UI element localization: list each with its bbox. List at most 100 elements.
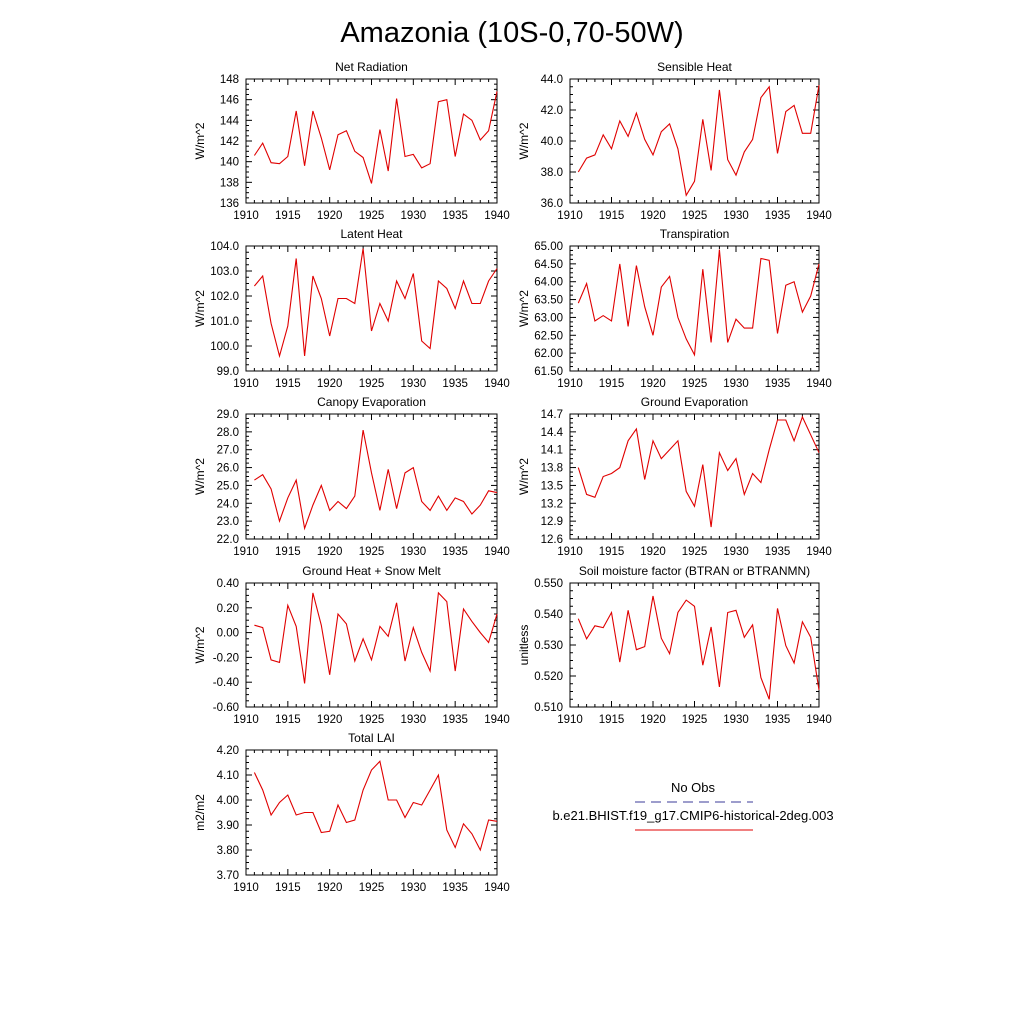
- x-tick-label: 1910: [557, 546, 583, 558]
- y-tick-label: 27.0: [217, 445, 239, 457]
- x-tick-label: 1915: [599, 378, 625, 390]
- x-tick-label: 1910: [557, 210, 583, 222]
- y-axis-label: W/m^2: [517, 122, 531, 159]
- panel-ground-heat-snow-melt: Ground Heat + Snow Melt W/m^2 1910 1915 1920…: [193, 564, 510, 726]
- x-tick-label: 1925: [359, 546, 385, 558]
- x-tick-label: 1915: [275, 378, 301, 390]
- panel-sensible-heat: Sensible Heat W/m^2 1910 1915 1920 1925 1930 19…: [517, 60, 832, 222]
- panel-soil-moisture-factor-btran-or-btranmn: Soil moisture factor (BTRAN or BTRANMN) u…: [517, 564, 832, 726]
- panel-frame: [245, 245, 498, 372]
- y-tick-label: 14.4: [541, 427, 564, 439]
- x-tick-label: 1930: [723, 546, 749, 558]
- x-tick-label: 1920: [640, 546, 666, 558]
- y-tick-label: 0.00: [217, 628, 239, 640]
- x-tick-label: 1915: [275, 882, 301, 894]
- legend: No Obs b.e21.BHIST.f19_g17.CMIP6-histori…: [552, 780, 834, 831]
- x-tick-label: 1930: [401, 714, 427, 726]
- panel-title: Transpiration: [660, 227, 730, 241]
- x-tick-label: 1935: [442, 378, 468, 390]
- x-tick-label: 1935: [765, 714, 791, 726]
- y-tick-label: 24.0: [217, 498, 239, 510]
- x-tick-label: 1910: [557, 378, 583, 390]
- y-tick-label: 142: [220, 136, 239, 148]
- x-tick-label: 1910: [233, 882, 259, 894]
- panel-title: Total LAI: [348, 731, 395, 745]
- x-tick-label: 1925: [359, 714, 385, 726]
- panel-frame: [245, 749, 498, 876]
- x-tick-label: 1935: [765, 546, 791, 558]
- series-line: [577, 85, 820, 197]
- x-tick-label: 1930: [723, 714, 749, 726]
- y-tick-label: 14.7: [541, 409, 563, 421]
- y-tick-label: 3.80: [217, 845, 239, 857]
- x-tick-label: 1920: [317, 714, 343, 726]
- x-tick-label: 1915: [275, 714, 301, 726]
- series-line: [253, 760, 498, 852]
- x-tick-label: 1940: [806, 210, 832, 222]
- y-tick-label: 62.00: [534, 348, 563, 360]
- y-tick-label: -0.20: [213, 652, 239, 664]
- x-tick-label: 1925: [682, 378, 708, 390]
- y-tick-label: 44.0: [541, 74, 563, 86]
- legend-model-label: b.e21.BHIST.f19_g17.CMIP6-historical-2de…: [552, 808, 833, 823]
- y-tick-label: -0.60: [213, 702, 239, 714]
- x-tick-label: 1920: [317, 546, 343, 558]
- y-tick-label: 0.530: [534, 640, 563, 652]
- x-tick-label: 1940: [806, 714, 832, 726]
- x-tick-label: 1920: [640, 714, 666, 726]
- x-tick-label: 1910: [233, 714, 259, 726]
- series-line: [577, 415, 820, 528]
- y-tick-label: 103.0: [210, 266, 239, 278]
- y-tick-label: 28.0: [217, 427, 239, 439]
- y-tick-label: 22.0: [217, 534, 239, 546]
- y-tick-label: 26.0: [217, 463, 239, 475]
- y-tick-label: 12.9: [541, 516, 563, 528]
- y-tick-label: 4.20: [217, 745, 239, 757]
- panel-latent-heat: Latent Heat W/m^2 1910 1915 1920 1925 1930 1935…: [193, 227, 510, 390]
- y-tick-label: 65.00: [534, 241, 563, 253]
- panel-title: Ground Heat + Snow Melt: [302, 564, 441, 578]
- y-tick-label: 42.0: [541, 105, 563, 117]
- y-tick-label: 40.0: [541, 136, 563, 148]
- x-tick-label: 1940: [806, 378, 832, 390]
- y-tick-label: -0.40: [213, 677, 239, 689]
- x-tick-label: 1910: [233, 378, 259, 390]
- y-axis-label: W/m^2: [517, 458, 531, 495]
- main-title: Amazonia (10S-0,70-50W): [340, 17, 683, 49]
- y-axis-label: W/m^2: [193, 626, 207, 663]
- y-tick-label: 138: [220, 177, 239, 189]
- y-axis-label: W/m^2: [193, 458, 207, 495]
- x-tick-label: 1910: [233, 210, 259, 222]
- y-tick-label: 29.0: [217, 409, 239, 421]
- x-tick-label: 1920: [640, 210, 666, 222]
- x-tick-label: 1925: [359, 882, 385, 894]
- y-tick-label: 104.0: [210, 241, 239, 253]
- panel-frame: [245, 582, 498, 708]
- x-tick-label: 1930: [723, 210, 749, 222]
- y-tick-label: 13.5: [541, 480, 563, 492]
- series-line: [577, 249, 820, 357]
- x-tick-label: 1935: [442, 882, 468, 894]
- x-tick-label: 1925: [682, 546, 708, 558]
- y-tick-label: 14.1: [541, 445, 563, 457]
- y-tick-label: 0.540: [534, 609, 563, 621]
- y-axis-label: m2/m2: [193, 794, 207, 831]
- y-tick-label: 23.0: [217, 516, 239, 528]
- y-tick-label: 148: [220, 74, 239, 86]
- x-tick-label: 1940: [484, 882, 510, 894]
- x-tick-label: 1935: [765, 378, 791, 390]
- series-line: [254, 429, 498, 531]
- panel-ground-evaporation: Ground Evaporation W/m^2 1910 1915 1920 1925 1…: [517, 395, 832, 558]
- x-tick-label: 1930: [723, 378, 749, 390]
- series-line: [253, 91, 498, 184]
- x-tick-label: 1925: [359, 378, 385, 390]
- x-tick-label: 1920: [317, 210, 343, 222]
- y-tick-label: 36.0: [541, 198, 563, 210]
- x-tick-label: 1910: [233, 546, 259, 558]
- x-tick-label: 1925: [682, 714, 708, 726]
- x-tick-label: 1925: [682, 210, 708, 222]
- y-tick-label: 0.40: [217, 578, 239, 590]
- x-tick-label: 1935: [442, 546, 468, 558]
- series-line: [577, 595, 820, 700]
- x-tick-label: 1915: [275, 210, 301, 222]
